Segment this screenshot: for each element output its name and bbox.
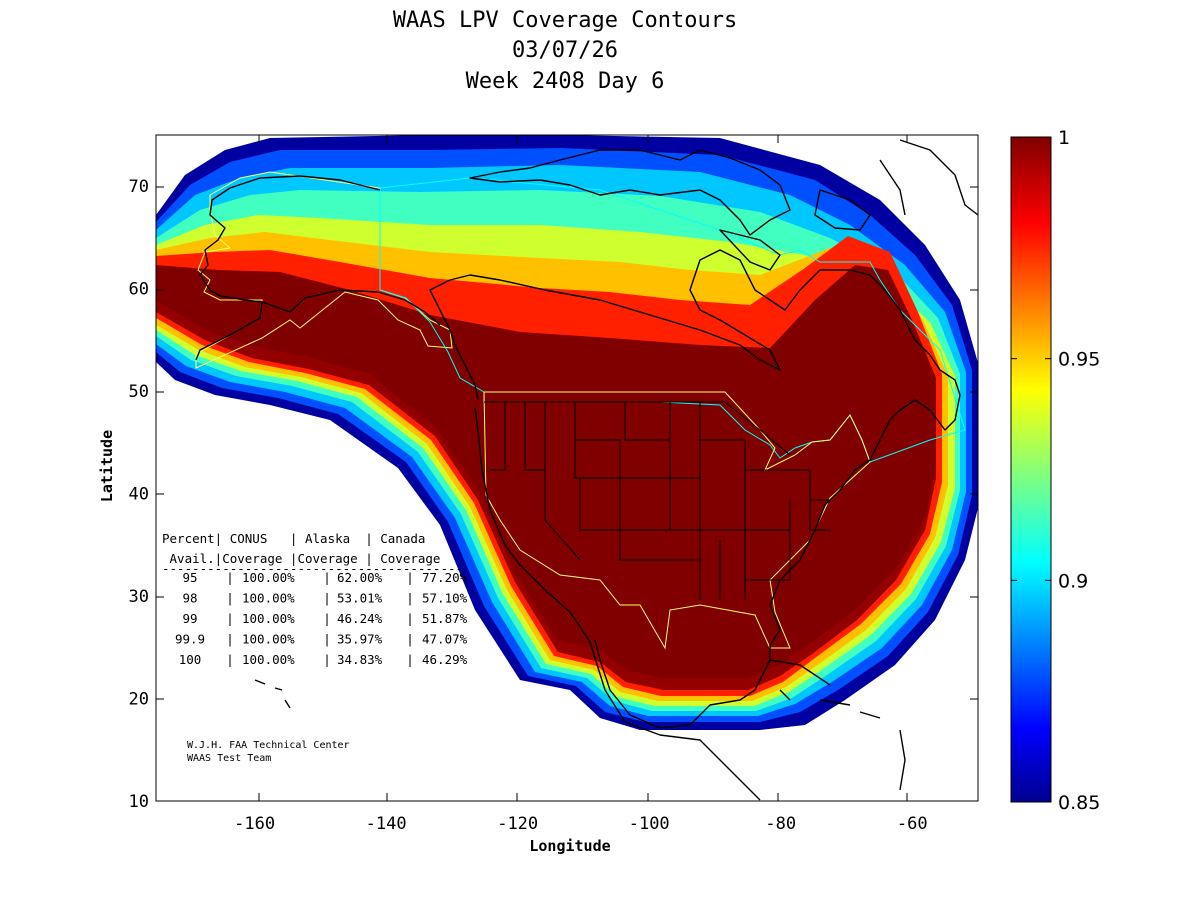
x-axis-ticks: -160 -140 -120 -100 -80 -60 xyxy=(234,814,927,834)
table-cell-conus: 100.00% xyxy=(242,611,295,626)
table-row: 100 100.00% 34.83% 46.29% | | | xyxy=(179,652,468,667)
table-cell-alaska: 35.97% xyxy=(337,632,383,647)
arctic-islands xyxy=(469,149,871,271)
credit-line-2: WAAS Test Team xyxy=(187,753,271,764)
table-cell-canada: 47.07% xyxy=(422,632,468,647)
table-cell-alaska: 62.00% xyxy=(337,570,383,585)
table-column-separator: | xyxy=(226,611,234,626)
y-tick-label: 30 xyxy=(129,587,149,607)
table-row: 98 100.00% 53.01% 57.10% | | | xyxy=(182,591,467,606)
table-cell-conus: 100.00% xyxy=(242,652,295,667)
greenland-coast xyxy=(879,139,978,216)
credits: W.J.H. FAA Technical Center WAAS Test Te… xyxy=(187,740,350,764)
table-column-separator: | xyxy=(323,611,331,626)
table-column-separator: | xyxy=(323,652,331,667)
table-cell-canada: 77.20% xyxy=(422,570,468,585)
caribbean-islands xyxy=(254,659,906,791)
table-column-separator: | xyxy=(226,570,234,585)
table-header-1: Percent| CONUS | Alaska | Canada xyxy=(162,531,425,546)
colorbar-tick-label: 1 xyxy=(1058,127,1070,149)
table-cell-percent: 100 xyxy=(179,652,202,667)
colorbar-frame xyxy=(1010,136,1052,803)
x-axis-label: Longitude xyxy=(529,837,610,855)
table-cell-alaska: 46.24% xyxy=(337,611,383,626)
coverage-contours xyxy=(156,135,978,730)
title-line-3: Week 2408 Day 6 xyxy=(466,69,665,94)
coastlines xyxy=(195,139,978,801)
table-cell-canada: 57.10% xyxy=(422,591,468,606)
alaska-coast xyxy=(195,175,441,361)
table-column-separator: | xyxy=(406,632,414,647)
colorbar-tick-label: 0.9 xyxy=(1058,570,1088,592)
colorbar: 1 0.95 0.9 0.85 xyxy=(1010,127,1100,814)
map-plot-area: Percent| CONUS | Alaska | Canada Avail.|… xyxy=(156,135,978,801)
x-tick-label: -60 xyxy=(897,814,928,834)
table-cell-conus: 100.00% xyxy=(242,570,295,585)
table-header-2: Avail.|Coverage |Coverage | Coverage xyxy=(162,551,440,566)
y-tick-label: 60 xyxy=(129,280,149,300)
title-line-2: 03/07/26 xyxy=(512,38,618,63)
table-row: 99 100.00% 46.24% 51.87% | | | xyxy=(182,611,467,626)
x-tick-label: -140 xyxy=(366,814,407,834)
table-column-separator: | xyxy=(226,652,234,667)
y-tick-label: 20 xyxy=(129,690,149,710)
table-cell-percent: 95 xyxy=(182,570,197,585)
table-column-separator: | xyxy=(226,591,234,606)
table-column-separator: | xyxy=(226,632,234,647)
y-tick-label: 70 xyxy=(129,177,149,197)
north-america-coast xyxy=(429,249,961,801)
table-column-separator: | xyxy=(323,591,331,606)
table-cell-conus: 100.00% xyxy=(242,632,295,647)
table-column-separator: | xyxy=(406,611,414,626)
table-rows: 95 100.00% 62.00% 77.20% | | | 98 100.00% 53.01% 5… xyxy=(175,570,468,667)
table-column-separator: | xyxy=(406,652,414,667)
table-cell-alaska: 53.01% xyxy=(337,591,383,606)
table-column-separator: | xyxy=(323,570,331,585)
figure-title: WAAS LPV Coverage Contours 03/07/26 Week… xyxy=(393,8,737,94)
x-tick-label: -100 xyxy=(629,814,670,834)
y-tick-label: 50 xyxy=(129,382,149,402)
table-cell-percent: 99 xyxy=(182,611,197,626)
table-cell-alaska: 34.83% xyxy=(337,652,383,667)
x-tick-label: -120 xyxy=(497,814,538,834)
table-cell-percent: 99.9 xyxy=(175,632,205,647)
colorbar-ticks: 1 0.95 0.9 0.85 xyxy=(1011,127,1100,814)
table-cell-conus: 100.00% xyxy=(242,591,295,606)
state-borders xyxy=(484,401,830,600)
inner-ticks xyxy=(156,135,978,801)
credit-line-1: W.J.H. FAA Technical Center xyxy=(187,740,350,751)
table-column-separator: | xyxy=(323,632,331,647)
us-canada-border xyxy=(484,401,791,456)
table-cell-canada: 51.87% xyxy=(422,611,468,626)
y-axis-label: Latitude xyxy=(98,430,116,502)
coverage-table: Percent| CONUS | Alaska | Canada Avail.|… xyxy=(162,531,468,667)
y-tick-label: 40 xyxy=(129,485,149,505)
plot-frame xyxy=(155,134,979,802)
x-tick-label: -160 xyxy=(234,814,275,834)
colorbar-tick-label: 0.85 xyxy=(1058,792,1100,814)
table-column-separator: | xyxy=(406,570,414,585)
y-axis-ticks: 10 20 30 40 50 60 70 xyxy=(129,177,149,812)
y-tick-label: 10 xyxy=(129,792,149,812)
table-row: 99.9 100.00% 35.97% 47.07% | | | xyxy=(175,632,468,647)
x-tick-label: -80 xyxy=(765,814,796,834)
colorbar-tick-label: 0.95 xyxy=(1058,349,1100,371)
colorbar-gradient xyxy=(1011,137,1051,802)
table-cell-canada: 46.29% xyxy=(422,652,468,667)
table-row: 95 100.00% 62.00% 77.20% | | | xyxy=(182,570,467,585)
table-column-separator: | xyxy=(406,591,414,606)
table-cell-percent: 98 xyxy=(182,591,197,606)
title-line-1: WAAS LPV Coverage Contours xyxy=(393,8,737,33)
table-separator: ---------------------------------------- xyxy=(162,561,463,576)
